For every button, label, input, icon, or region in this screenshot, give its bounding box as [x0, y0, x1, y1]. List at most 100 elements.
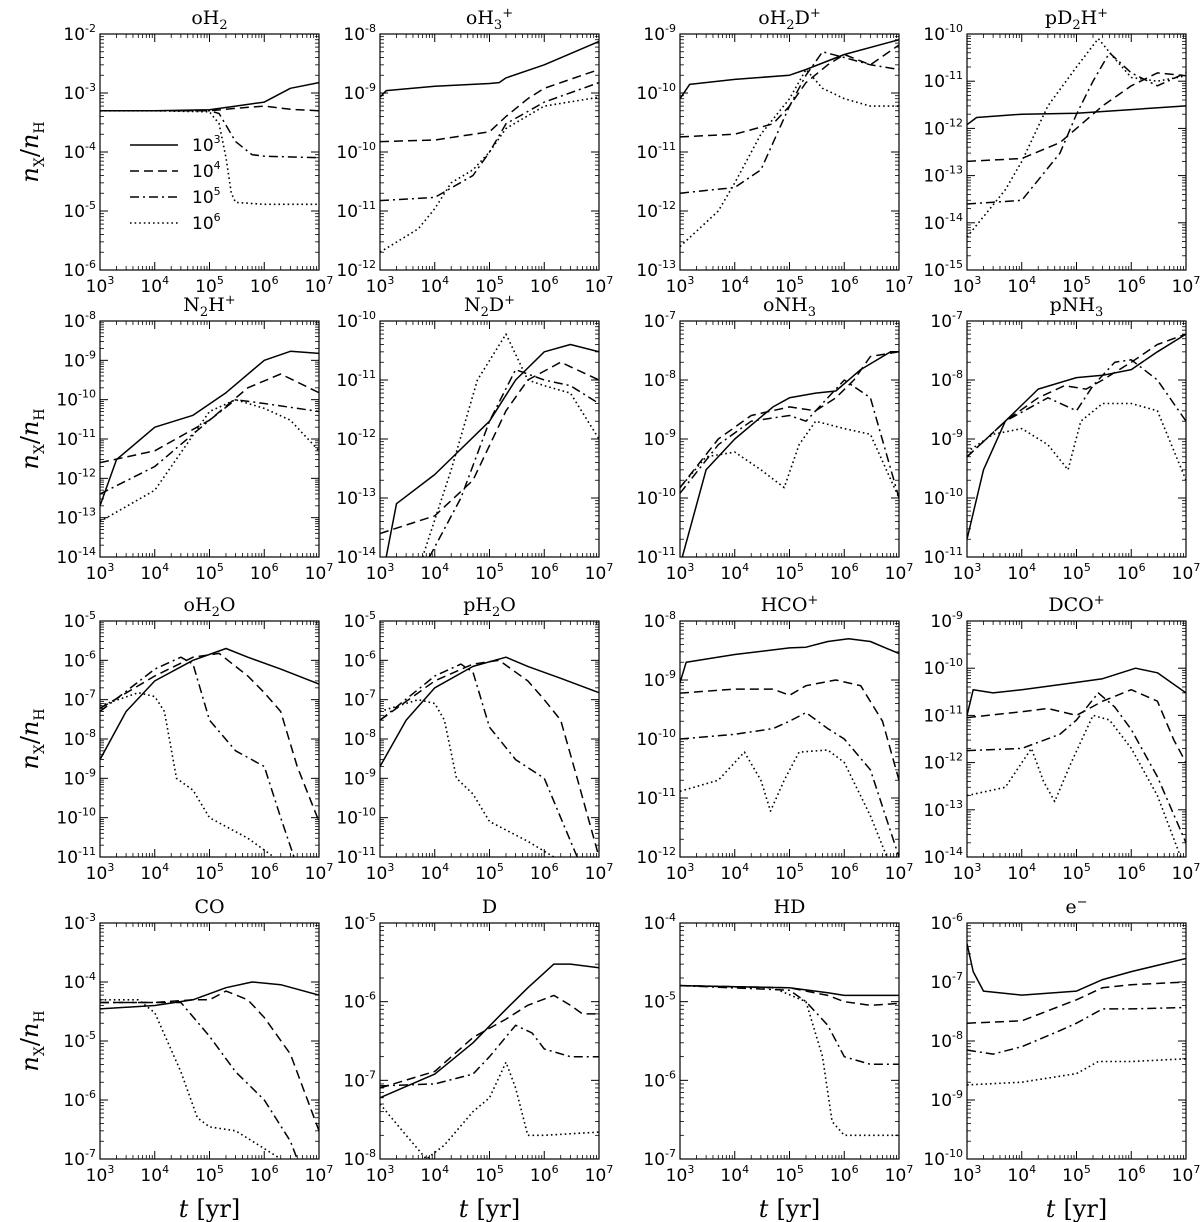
x-tick-label: 105	[195, 274, 224, 297]
y-tick-label: 10-8	[63, 309, 96, 332]
y-tick-label: 10-13	[923, 164, 963, 187]
x-tick-label: 106	[830, 561, 859, 584]
series-line	[380, 81, 599, 202]
x-tick-label: 103	[86, 1163, 115, 1186]
y-tick-label: 10-8	[343, 1147, 376, 1170]
x-tick-label: 103	[953, 861, 982, 884]
y-tick-label: 10-6	[343, 648, 376, 671]
panel: 103 104 105 106 107 10-14 10-13 10-12 10-11 10-10…	[16, 293, 333, 584]
series-line	[680, 679, 899, 781]
series-line	[380, 40, 599, 98]
x-tick-label: 105	[1062, 1163, 1091, 1186]
x-tick-label: 104	[1007, 861, 1036, 884]
x-tick-label: 107	[585, 861, 614, 884]
y-tick-label: 10-9	[643, 427, 676, 450]
y-tick-label: 10-12	[636, 199, 676, 222]
panel-title: pNH3	[1050, 294, 1104, 320]
y-tick-label: 10-8	[930, 1029, 963, 1052]
x-tick-label: 103	[953, 274, 982, 297]
y-tick-label: 10-2	[63, 22, 96, 45]
y-tick-label: 10-8	[643, 609, 676, 632]
x-axis-label: t [yr]	[1046, 1195, 1107, 1222]
series-line	[380, 656, 599, 767]
x-tick-label: 106	[530, 1163, 559, 1186]
panel-title: oH2	[191, 7, 227, 33]
x-tick-label: 103	[366, 274, 395, 297]
series-line	[681, 351, 899, 557]
panel: 103 104 105 106 107 10-8 10-7 10-6 10-5 Dt [yr]	[343, 896, 613, 1222]
series-line	[380, 1024, 599, 1087]
y-tick-label: 10-7	[930, 970, 963, 993]
y-tick-label: 10-3	[63, 81, 96, 104]
y-axis-label: nX/nH	[16, 1010, 48, 1071]
x-tick-label: 107	[885, 561, 914, 584]
x-tick-label: 106	[1117, 274, 1146, 297]
y-tick-label: 10-12	[923, 116, 963, 139]
y-tick-label: 10-14	[56, 545, 96, 568]
x-tick-label: 105	[1062, 861, 1091, 884]
x-tick-label: 107	[885, 274, 914, 297]
series-line	[967, 359, 1186, 458]
x-tick-label: 104	[140, 1163, 169, 1186]
series-line	[967, 943, 1186, 996]
y-tick-label: 10-5	[63, 199, 96, 222]
series-line	[680, 984, 899, 1007]
x-tick-label: 106	[530, 561, 559, 584]
y-axis-label: nX/nH	[16, 708, 48, 769]
series-line	[967, 688, 1186, 763]
y-tick-label: 10-11	[923, 703, 963, 726]
y-tick-label: 10-12	[56, 466, 96, 489]
x-tick-label: 103	[366, 561, 395, 584]
x-tick-label: 104	[140, 274, 169, 297]
series-line	[967, 1058, 1186, 1086]
y-tick-label: 10-8	[930, 368, 963, 391]
x-tick-label: 105	[475, 561, 504, 584]
y-tick-label: 10-14	[336, 545, 376, 568]
x-tick-label: 103	[366, 1163, 395, 1186]
y-tick-label: 10-11	[56, 427, 96, 450]
series-line	[100, 981, 319, 1010]
y-tick-label: 10-9	[930, 609, 963, 632]
y-tick-label: 10-7	[643, 1147, 676, 1170]
panel-title: oH2O	[184, 594, 236, 620]
y-tick-label: 10-13	[336, 486, 376, 509]
y-tick-label: 10-10	[336, 140, 376, 163]
x-tick-label: 103	[366, 861, 395, 884]
y-tick-label: 10-14	[923, 845, 963, 868]
x-tick-label: 106	[1117, 861, 1146, 884]
y-tick-label: 10-13	[56, 506, 96, 529]
x-tick-label: 104	[420, 274, 449, 297]
x-tick-label: 106	[250, 861, 279, 884]
x-tick-label: 104	[1007, 561, 1036, 584]
y-tick-label: 10-11	[636, 140, 676, 163]
y-tick-label: 10-6	[63, 648, 96, 671]
x-tick-label: 104	[720, 274, 749, 297]
panel: 103 104 105 106 107 10-11 10-10 10-9 10-8 10-7 oNH…	[636, 294, 913, 584]
plot-frame	[966, 320, 1187, 558]
y-tick-label: 10-11	[923, 545, 963, 568]
x-tick-label: 103	[666, 561, 695, 584]
y-tick-label: 10-11	[636, 786, 676, 809]
y-tick-label: 10-6	[63, 1088, 96, 1111]
y-tick-label: 10-8	[63, 727, 96, 750]
x-tick-label: 107	[1172, 1163, 1200, 1186]
legend-label: 105	[192, 185, 221, 208]
series-line	[680, 379, 899, 499]
x-tick-label: 106	[250, 561, 279, 584]
panel-title: DCO+	[1048, 593, 1104, 616]
y-tick-label: 10-10	[56, 806, 96, 829]
y-tick-label: 10-5	[63, 609, 96, 632]
x-tick-label: 104	[720, 861, 749, 884]
x-tick-label: 105	[475, 1163, 504, 1186]
legend-label: 104	[192, 159, 221, 182]
y-tick-label: 10-13	[636, 258, 676, 281]
x-tick-label: 103	[86, 561, 115, 584]
y-tick-label: 10-4	[643, 911, 676, 934]
x-tick-label: 104	[420, 861, 449, 884]
x-tick-label: 104	[720, 1163, 749, 1186]
x-tick-label: 105	[195, 1163, 224, 1186]
series-line	[380, 68, 599, 143]
legend: 103 104 105 106	[130, 133, 221, 234]
y-tick-label: 10-7	[643, 309, 676, 332]
